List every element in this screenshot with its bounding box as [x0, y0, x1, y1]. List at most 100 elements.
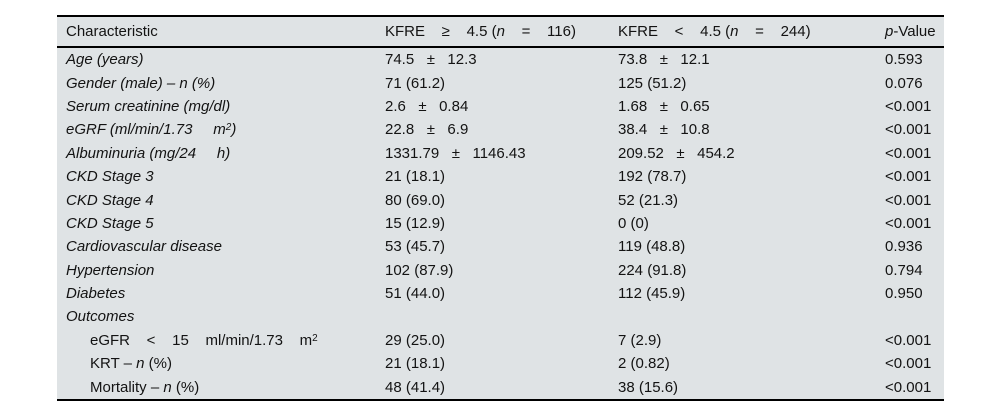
cell-diabetes-p-value: 0.950	[885, 285, 923, 303]
row-label-hypertension: Hypertension	[57, 259, 385, 282]
cell-egrf-kfre-ge-4-5: 22.8 ± 6.9	[385, 121, 469, 139]
table-header: Characteristic KFRE ≥ 4.5 (n = 116) KFRE <…	[57, 16, 944, 48]
cell-albuminuria-kfre-ge-4-5: 1331.79 ± 1146.43	[385, 144, 526, 162]
column-header-kfre-ge-4-5: KFRE ≥ 4.5 (n = 116)	[385, 16, 618, 48]
cell-cardiovascular-disease-kfre-lt-4-5: 119 (48.8)	[618, 238, 686, 256]
text-segment: CKD Stage 3	[66, 168, 154, 186]
cell-ckd-stage-4-p-value: <0.001	[885, 191, 932, 209]
table-row-ckd-stage-3: CKD Stage 3 21 (18.1) 192 (78.7) <0.001	[57, 165, 944, 188]
text-segment: n	[496, 23, 505, 40]
characteristics-table: Characteristic KFRE ≥ 4.5 (n = 116) KFRE <…	[57, 15, 944, 401]
table-row-mortality: Mortality – n (%) 48 (41.4) 38 (15.6) <0.00…	[57, 375, 944, 399]
text-segment: Outcomes	[66, 308, 135, 326]
table-row-cardiovascular-disease: Cardiovascular disease 53 (45.7) 119 (48.8…	[57, 235, 944, 258]
cell-ckd-stage-5-kfre-lt-4-5: 0 (0)	[618, 214, 649, 232]
cell-diabetes-kfre-ge-4-5: 51 (44.0)	[385, 285, 446, 303]
row-label-mortality: Mortality – n (%)	[57, 375, 385, 399]
cell-diabetes-kfre-lt-4-5: 112 (45.9)	[618, 285, 686, 303]
table-row-hypertension: Hypertension 102 (87.9) 224 (91.8) 0.794	[57, 259, 944, 282]
row-label-gender: Gender (male) – n (%)	[57, 71, 385, 94]
cell-hypertension-p-value: 0.794	[885, 261, 923, 279]
cell-egfr-lt-15-p-value: <0.001	[885, 331, 932, 349]
cell-krt-kfre-ge-4-5: 21 (18.1)	[385, 355, 446, 373]
text-segment: KFRE ≥ 4.5 (	[385, 23, 497, 40]
row-label-outcomes: Outcomes	[57, 305, 385, 328]
cell-ckd-stage-3-p-value: <0.001	[885, 168, 932, 186]
row-label-albuminuria: Albuminuria (mg/24 h)	[57, 142, 385, 165]
cell-egrf-p-value: <0.001	[885, 121, 932, 139]
table-row-diabetes: Diabetes 51 (44.0) 112 (45.9) 0.950	[57, 282, 944, 305]
table-row-krt: KRT – n (%) 21 (18.1) 2 (0.82) <0.001	[57, 352, 944, 375]
row-label-krt: KRT – n (%)	[57, 352, 385, 375]
table-row-ckd-stage-5: CKD Stage 5 15 (12.9) 0 (0) <0.001	[57, 212, 944, 235]
column-header-characteristic: Characteristic	[57, 16, 385, 48]
text-segment: CKD Stage 4	[66, 191, 154, 209]
text-segment: n	[163, 378, 172, 396]
cell-krt-kfre-lt-4-5: 2 (0.82)	[618, 355, 670, 373]
cell-hypertension-kfre-lt-4-5: 224 (91.8)	[618, 261, 687, 279]
column-header-kfre-lt-4-5: KFRE < 4.5 (n = 244)	[618, 16, 885, 48]
row-label-egrf: eGRF (ml/min/1.73 m2)	[57, 118, 385, 141]
cell-age-kfre-ge-4-5: 74.5 ± 12.3	[385, 51, 477, 69]
superscript-text: 2	[312, 332, 318, 344]
cell-outcomes-kfre-ge-4-5	[385, 305, 618, 328]
text-segment: n	[136, 355, 145, 373]
text-segment: (%)	[144, 355, 172, 373]
cell-outcomes-p-value	[885, 305, 944, 328]
text-segment: = 244)	[738, 23, 811, 40]
cell-gender-p-value: 0.076	[885, 74, 923, 92]
text-segment: KFRE < 4.5 (	[618, 23, 731, 40]
cell-ckd-stage-4-kfre-lt-4-5: 52 (21.3)	[618, 191, 679, 209]
cell-serum-creatinine-kfre-ge-4-5: 2.6 ± 0.84	[385, 97, 469, 115]
row-label-diabetes: Diabetes	[57, 282, 385, 305]
table-row-egrf: eGRF (ml/min/1.73 m2) 22.8 ± 6.9 38.4 ± 10…	[57, 118, 944, 141]
text-segment: Diabetes	[66, 285, 126, 303]
text-segment: Serum creatinine (mg/dl)	[66, 97, 231, 115]
row-label-ckd-stage-5: CKD Stage 5	[57, 212, 385, 235]
text-segment: -Value	[893, 23, 936, 40]
text-segment: Gender (male) – n (%)	[66, 74, 216, 92]
cell-age-kfre-lt-4-5: 73.8 ± 12.1	[618, 51, 710, 69]
text-segment: Hypertension	[66, 261, 155, 279]
cell-ckd-stage-3-kfre-ge-4-5: 21 (18.1)	[385, 168, 446, 186]
cell-cardiovascular-disease-p-value: 0.936	[885, 238, 923, 256]
cell-mortality-kfre-lt-4-5: 38 (15.6)	[618, 378, 679, 396]
cell-egfr-lt-15-kfre-ge-4-5: 29 (25.0)	[385, 331, 446, 349]
text-segment: Mortality –	[90, 378, 164, 396]
table-row-egfr-lt-15: eGFR < 15 ml/min/1.73 m2 29 (25.0) 7 (2.9)…	[57, 329, 944, 352]
cell-serum-creatinine-p-value: <0.001	[885, 97, 932, 115]
characteristics-table-container: Characteristic KFRE ≥ 4.5 (n = 116) KFRE <…	[57, 15, 944, 401]
cell-albuminuria-kfre-lt-4-5: 209.52 ± 454.2	[618, 144, 735, 162]
cell-serum-creatinine-kfre-lt-4-5: 1.68 ± 0.65	[618, 97, 710, 115]
cell-egrf-kfre-lt-4-5: 38.4 ± 10.8	[618, 121, 710, 139]
cell-ckd-stage-4-kfre-ge-4-5: 80 (69.0)	[385, 191, 446, 209]
table-row-ckd-stage-4: CKD Stage 4 80 (69.0) 52 (21.3) <0.001	[57, 188, 944, 211]
text-segment: eGFR < 15 ml/min/1.73 m	[90, 331, 313, 349]
text-segment: eGRF (ml/min/1.73 m	[66, 121, 226, 139]
table-row-age: Age (years) 74.5 ± 12.3 73.8 ± 12.1 0.593	[57, 47, 944, 71]
row-label-age: Age (years)	[57, 47, 385, 71]
text-segment: )	[231, 121, 237, 139]
cell-ckd-stage-5-p-value: <0.001	[885, 214, 932, 232]
cell-gender-kfre-ge-4-5: 71 (61.2)	[385, 74, 446, 92]
text-segment: = 116)	[504, 23, 576, 40]
cell-egfr-lt-15-kfre-lt-4-5: 7 (2.9)	[618, 331, 662, 349]
text-segment: (%)	[171, 378, 200, 396]
text-segment: Albuminuria (mg/24 h)	[66, 144, 231, 162]
row-label-ckd-stage-4: CKD Stage 4	[57, 188, 385, 211]
row-label-cardiovascular-disease: Cardiovascular disease	[57, 235, 385, 258]
text-segment: p	[885, 23, 894, 40]
table-row-albuminuria: Albuminuria (mg/24 h) 1331.79 ± 1146.43 20…	[57, 142, 944, 165]
text-segment: n	[730, 23, 739, 40]
text-segment: Cardiovascular disease	[66, 238, 222, 256]
column-header-p-value: p-Value	[885, 16, 944, 48]
text-segment: KRT –	[90, 355, 137, 373]
table-row-serum-creatinine: Serum creatinine (mg/dl) 2.6 ± 0.84 1.68 ±…	[57, 95, 944, 118]
text-segment: CKD Stage 5	[66, 214, 154, 232]
superscript-text: 2	[225, 122, 232, 134]
table-body: Age (years) 74.5 ± 12.3 73.8 ± 12.1 0.593 Ge…	[57, 47, 944, 400]
text-segment: Age (years)	[66, 51, 144, 69]
cell-cardiovascular-disease-kfre-ge-4-5: 53 (45.7)	[385, 238, 446, 256]
cell-mortality-p-value: <0.001	[885, 378, 932, 396]
